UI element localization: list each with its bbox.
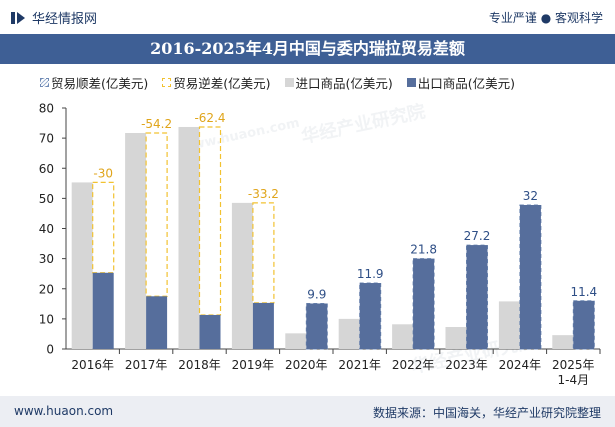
data-label-balance: -33.2 — [248, 187, 279, 201]
bar-exports — [199, 314, 221, 349]
data-label-balance: -62.4 — [194, 111, 225, 125]
legend-swatch-imports — [284, 77, 294, 87]
x-tick-label: 2023年 — [445, 358, 488, 372]
y-tick-label: 50 — [39, 192, 54, 206]
y-tick-label: 60 — [39, 162, 54, 176]
x-tick-label: 2020年 — [285, 358, 328, 372]
bar-exports — [466, 245, 488, 349]
bar-imports — [231, 202, 253, 349]
logo-icon — [11, 11, 25, 24]
y-tick-label: 0 — [46, 343, 54, 357]
data-label-balance: 11.9 — [357, 267, 384, 281]
data-label-balance: 9.9 — [307, 288, 326, 302]
legend-surplus[interactable]: 贸易顺差(亿美元) — [40, 73, 148, 92]
bar-deficit — [198, 126, 222, 316]
top-bar: 华经情报网 专业严谨 ● 客观科学 — [0, 0, 615, 34]
bar-imports — [392, 324, 414, 349]
chart-title: 2016-2025年4月中国与委内瑞拉贸易差额 — [0, 34, 615, 64]
bar-imports — [285, 333, 307, 349]
legend-exports[interactable]: 出口商品(亿美元) — [406, 73, 516, 92]
y-tick-label: 70 — [39, 132, 54, 146]
chart-plot: 0 10 20 30 40 50 60 70 80 2016年 2017年 2018年 2019年 202… — [39, 102, 601, 387]
logo-text: 华经情报网 — [32, 12, 98, 27]
chart-legend: 贸易顺差(亿美元) 贸易逆差(亿美元) 进口商品(亿美元) 出口商品(亿美元) — [40, 72, 515, 92]
legend-label-deficit: 贸易逆差(亿美元) — [173, 75, 271, 91]
bar-imports — [552, 335, 574, 349]
bar-imports — [498, 301, 520, 349]
bar-deficit — [252, 202, 275, 304]
x-tick-label: 2018年 — [178, 358, 221, 372]
bar-exports — [306, 303, 328, 349]
legend-deficit[interactable]: 贸易逆差(亿美元) — [162, 73, 271, 92]
y-tick-label: 10 — [39, 312, 54, 326]
data-label-balance: 11.4 — [570, 285, 597, 299]
bar-deficit — [145, 132, 168, 297]
footer-url[interactable]: www.huaon.com — [14, 404, 114, 418]
footer: www.huaon.com 数据来源：中国海关，华经产业研究院整理 — [0, 396, 615, 427]
tagline: 专业严谨 ● 客观科学 — [488, 11, 603, 25]
x-tick-label: 2021年 — [338, 358, 381, 372]
x-tick-label: 2024年 — [499, 358, 542, 372]
legend-swatch-exports — [406, 77, 416, 87]
bar-imports — [178, 126, 200, 349]
y-tick-label: 30 — [39, 252, 54, 266]
bar-imports — [125, 133, 147, 349]
data-label-balance: -54.2 — [141, 117, 172, 131]
data-label-balance: -30 — [93, 166, 113, 180]
legend-swatch-surplus — [40, 77, 49, 87]
data-label-balance: 27.2 — [464, 229, 491, 243]
bar-imports — [338, 318, 360, 349]
x-tick-label: 2025年 — [552, 358, 595, 372]
data-label-balance: 32 — [523, 189, 538, 203]
x-tick-label: 2016年 — [71, 358, 114, 372]
legend-swatch-deficit — [162, 77, 172, 87]
x-tick-label: 2019年 — [232, 358, 275, 372]
bar-exports — [146, 296, 168, 349]
brand-logo[interactable]: 华经情报网 — [10, 8, 97, 27]
legend-label-surplus: 贸易顺差(亿美元) — [51, 75, 149, 91]
bar-exports — [252, 302, 274, 349]
bar-exports — [359, 283, 381, 349]
x-tick-label: 2017年 — [125, 358, 168, 372]
x-tick-label: 2022年 — [392, 358, 435, 372]
legend-label-exports: 出口商品(亿美元) — [417, 75, 516, 91]
bar-exports — [92, 272, 114, 349]
bar-exports — [573, 300, 595, 349]
legend-imports[interactable]: 进口商品(亿美元) — [284, 73, 393, 92]
bar-imports — [445, 327, 467, 349]
y-tick-label: 20 — [39, 282, 54, 296]
data-label-balance: 21.8 — [410, 243, 437, 257]
y-tick-label: 80 — [39, 102, 54, 116]
x-tick-label: 1-4月 — [557, 373, 589, 387]
bar-exports — [413, 258, 435, 349]
footer-source: 数据来源：中国海关，华经产业研究院整理 — [372, 406, 601, 420]
bar-exports — [519, 205, 541, 349]
legend-label-imports: 进口商品(亿美元) — [295, 75, 393, 91]
y-tick-label: 40 — [39, 222, 54, 236]
bar-deficit — [92, 181, 115, 274]
bar-imports — [71, 182, 93, 349]
